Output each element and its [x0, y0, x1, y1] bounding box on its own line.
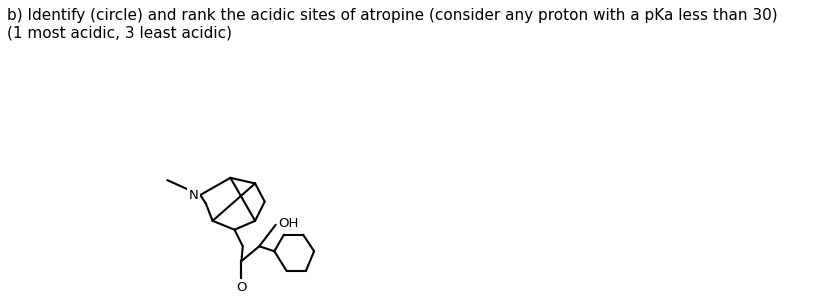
Text: OH: OH [278, 217, 299, 230]
Text: N: N [188, 189, 198, 202]
Text: (1 most acidic, 3 least acidic): (1 most acidic, 3 least acidic) [7, 26, 232, 41]
Text: b) Identify (circle) and rank the acidic sites of atropine (consider any proton : b) Identify (circle) and rank the acidic… [7, 8, 777, 23]
Text: O: O [236, 281, 246, 294]
